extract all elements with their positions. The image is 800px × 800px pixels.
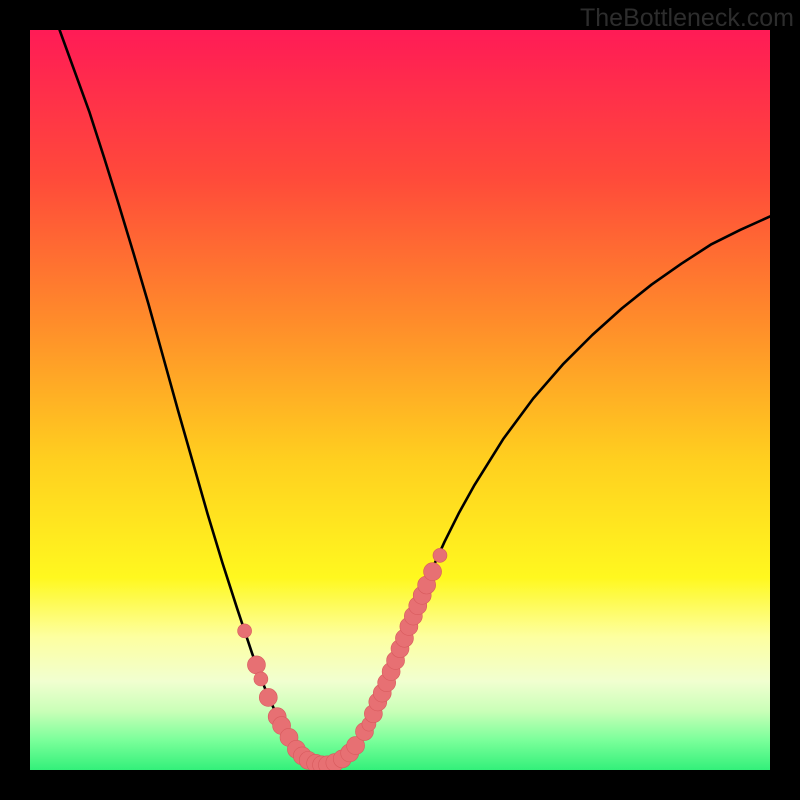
chart-stage: TheBottleneck.com — [0, 0, 800, 800]
watermark-text: TheBottleneck.com — [580, 4, 794, 33]
data-marker — [238, 624, 252, 638]
data-marker — [259, 688, 277, 706]
data-marker — [247, 656, 265, 674]
data-marker — [424, 563, 442, 581]
bottleneck-curve-chart — [0, 0, 800, 800]
data-marker — [254, 672, 268, 686]
data-marker — [433, 548, 447, 562]
